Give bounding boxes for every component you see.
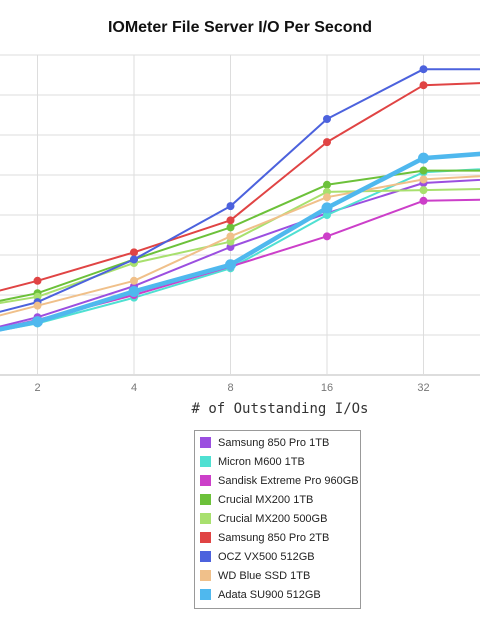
legend-label: Crucial MX200 1TB — [218, 493, 314, 506]
series-1 — [0, 168, 480, 332]
data-point — [323, 180, 331, 189]
legend-swatch — [200, 589, 211, 600]
series-5 — [0, 81, 480, 292]
data-point — [128, 285, 140, 297]
legend-swatch — [200, 570, 211, 581]
legend-label: Micron M600 1TB — [218, 455, 305, 468]
legend-swatch — [200, 551, 211, 562]
data-point — [323, 232, 331, 241]
legend-label: Samsung 850 Pro 2TB — [218, 531, 330, 544]
data-point — [32, 316, 43, 328]
x-tick-label: 32 — [417, 382, 429, 394]
legend-item: Crucial MX200 500GB — [195, 509, 360, 528]
x-axis-label: # of Outstanding I/Os — [191, 401, 369, 417]
data-point — [323, 138, 331, 147]
data-point — [33, 301, 42, 310]
data-point — [323, 115, 331, 123]
data-point — [226, 216, 235, 225]
data-point — [226, 223, 235, 232]
legend-swatch — [200, 475, 211, 486]
data-point — [130, 276, 138, 285]
series-line — [0, 68, 480, 313]
data-point — [321, 202, 333, 214]
legend-label: Samsung 850 Pro 1TB — [218, 436, 330, 449]
legend-label: OCZ VX500 512GB — [218, 550, 315, 563]
data-point — [225, 259, 236, 271]
data-point — [419, 65, 428, 74]
x-tick-label: 4 — [131, 382, 137, 394]
axis-layer: 2 4 8 16 32 — [34, 382, 429, 394]
series-line — [0, 169, 480, 302]
x-tick-label: 8 — [227, 382, 233, 394]
data-point — [418, 152, 429, 164]
legend-label: Sandisk Extreme Pro 960GB — [218, 474, 359, 487]
data-point — [33, 276, 42, 285]
legend-label: WD Blue SSD 1TB — [218, 569, 311, 582]
legend-swatch — [200, 513, 211, 524]
data-point — [419, 81, 428, 90]
data-point — [226, 232, 235, 241]
line-chart-plot: 2 4 8 16 32 — [0, 54, 480, 394]
legend-item: Samsung 850 Pro 1TB — [195, 433, 360, 452]
legend-swatch — [200, 532, 211, 543]
data-point — [419, 196, 428, 205]
grid-layer — [0, 54, 480, 376]
legend: Samsung 850 Pro 1TB Micron M600 1TB Sandis… — [194, 430, 361, 609]
legend-item: WD Blue SSD 1TB — [195, 566, 360, 585]
legend-label: Crucial MX200 500GB — [218, 512, 328, 525]
series-4 — [0, 186, 480, 305]
x-tick-label: 2 — [34, 382, 40, 394]
series-7 — [0, 175, 480, 317]
series-8 — [0, 151, 480, 332]
series-line — [0, 168, 480, 332]
legend-item: Micron M600 1TB — [195, 452, 360, 471]
legend-swatch — [200, 437, 211, 448]
data-point — [419, 186, 428, 195]
data-point — [130, 248, 138, 257]
data-point — [323, 193, 331, 202]
data-point — [226, 202, 235, 211]
data-point — [130, 255, 138, 264]
series-2 — [0, 196, 480, 330]
legend-item: OCZ VX500 512GB — [195, 547, 360, 566]
data-point — [419, 166, 428, 175]
legend-swatch — [200, 494, 211, 505]
data-point — [419, 175, 428, 184]
series-line — [0, 82, 480, 292]
legend-item: Crucial MX200 1TB — [195, 490, 360, 509]
legend-item: Sandisk Extreme Pro 960GB — [195, 471, 360, 490]
legend-swatch — [200, 456, 211, 467]
series-6 — [0, 65, 480, 313]
legend-label: Adata SU900 512GB — [218, 588, 321, 601]
legend-item: Samsung 850 Pro 2TB — [195, 528, 360, 547]
x-tick-label: 16 — [321, 382, 333, 394]
chart-title: IOMeter File Server I/O Per Second — [107, 19, 373, 36]
series-layer — [0, 65, 480, 332]
legend-item: Adata SU900 512GB — [195, 585, 360, 604]
